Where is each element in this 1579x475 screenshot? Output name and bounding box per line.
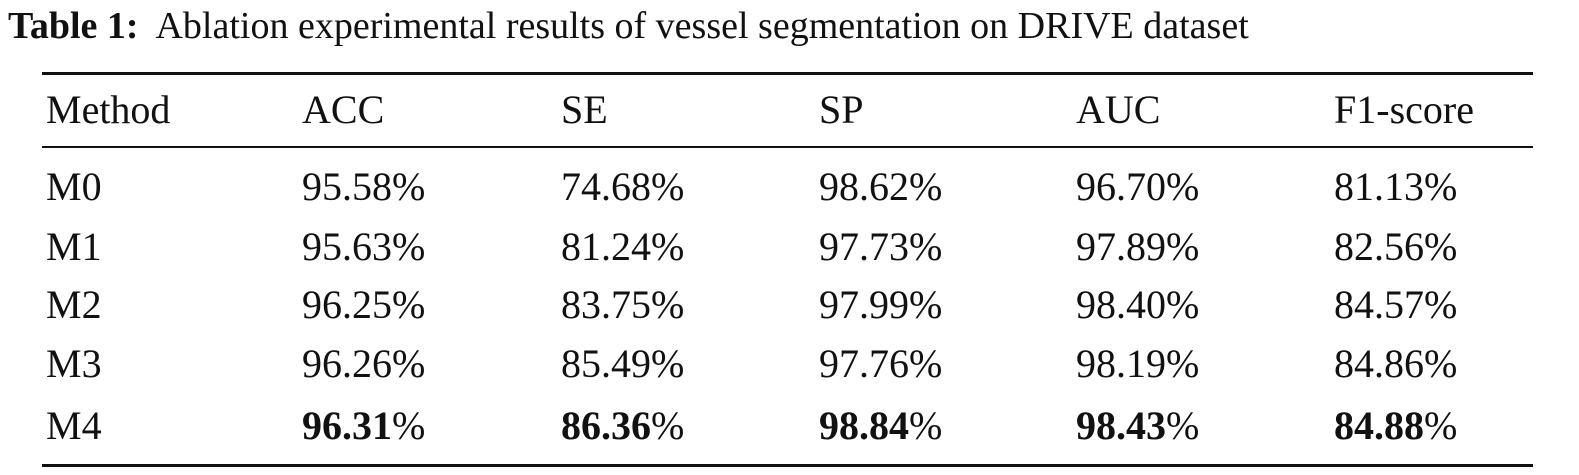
metric-value: 98.84	[819, 403, 909, 448]
percent-unit: %	[1424, 224, 1458, 269]
metric-value: 81.13	[1334, 164, 1424, 209]
percent-unit: %	[1166, 224, 1200, 269]
percent-unit: %	[1166, 164, 1200, 209]
percent-unit: %	[392, 341, 426, 386]
metric-cell: 96.31%	[302, 400, 425, 452]
method-cell: M1	[46, 224, 102, 269]
metric-cell: 96.25%	[302, 279, 425, 331]
percent-unit: %	[1424, 341, 1458, 386]
metric-cell: 97.89%	[1076, 221, 1199, 273]
metric-cell: 95.63%	[302, 221, 425, 273]
metric-value: 97.76	[819, 341, 909, 386]
percent-unit: %	[1424, 403, 1458, 448]
table-row: M4 96.31% 86.36% 98.84% 98.43% 84.88%	[0, 400, 1579, 452]
percent-unit: %	[1424, 282, 1458, 327]
percent-unit: %	[909, 224, 943, 269]
header-rule	[42, 146, 1533, 148]
metric-value: 84.86	[1334, 341, 1424, 386]
header-acc: ACC	[302, 87, 385, 132]
metric-value: 97.89	[1076, 224, 1166, 269]
table-row: M3 96.26% 85.49% 97.76% 98.19% 84.86%	[0, 338, 1579, 390]
header-f1-score: F1-score	[1334, 87, 1474, 132]
method-cell: M2	[46, 282, 102, 327]
metric-value: 95.58	[302, 164, 392, 209]
metric-cell: 98.43%	[1076, 400, 1199, 452]
metric-cell: 97.99%	[819, 279, 942, 331]
table-caption: Table 1: Ablation experimental results o…	[8, 4, 1573, 48]
percent-unit: %	[651, 282, 685, 327]
method-cell: M4	[46, 403, 102, 448]
metric-cell: 96.70%	[1076, 161, 1199, 213]
percent-unit: %	[1166, 403, 1200, 448]
metric-cell: 97.73%	[819, 221, 942, 273]
metric-cell: 81.24%	[561, 221, 684, 273]
percent-unit: %	[651, 403, 685, 448]
percent-unit: %	[909, 403, 943, 448]
caption-label: Table 1:	[8, 5, 139, 47]
percent-unit: %	[1166, 282, 1200, 327]
percent-unit: %	[909, 164, 943, 209]
metric-value: 83.75	[561, 282, 651, 327]
metric-value: 98.40	[1076, 282, 1166, 327]
metric-cell: 74.68%	[561, 161, 684, 213]
percent-unit: %	[651, 341, 685, 386]
metric-cell: 95.58%	[302, 161, 425, 213]
method-cell: M3	[46, 341, 102, 386]
percent-unit: %	[651, 224, 685, 269]
percent-unit: %	[1166, 341, 1200, 386]
percent-unit: %	[392, 164, 426, 209]
header-auc: AUC	[1076, 87, 1161, 132]
metric-cell: 81.13%	[1334, 161, 1457, 213]
metric-value: 95.63	[302, 224, 392, 269]
metric-value: 97.99	[819, 282, 909, 327]
metric-cell: 98.84%	[819, 400, 942, 452]
metric-cell: 84.57%	[1334, 279, 1457, 331]
metric-cell: 97.76%	[819, 338, 942, 390]
metric-cell: 98.62%	[819, 161, 942, 213]
metric-value: 98.62	[819, 164, 909, 209]
method-cell: M0	[46, 164, 102, 209]
percent-unit: %	[909, 282, 943, 327]
metric-cell: 98.19%	[1076, 338, 1199, 390]
percent-unit: %	[909, 341, 943, 386]
metric-cell: 86.36%	[561, 400, 684, 452]
metric-value: 84.57	[1334, 282, 1424, 327]
metric-value: 98.19	[1076, 341, 1166, 386]
metric-value: 96.26	[302, 341, 392, 386]
table-row: M0 95.58% 74.68% 98.62% 96.70% 81.13%	[0, 161, 1579, 213]
header-sp: SP	[819, 87, 864, 132]
percent-unit: %	[651, 164, 685, 209]
header-method: Method	[46, 87, 171, 132]
metric-cell: 84.86%	[1334, 338, 1457, 390]
metric-cell: 85.49%	[561, 338, 684, 390]
metric-cell: 83.75%	[561, 279, 684, 331]
metric-value: 96.25	[302, 282, 392, 327]
metric-value: 82.56	[1334, 224, 1424, 269]
metric-value: 74.68	[561, 164, 651, 209]
metric-value: 96.31	[302, 403, 392, 448]
metric-value: 81.24	[561, 224, 651, 269]
metric-value: 86.36	[561, 403, 651, 448]
percent-unit: %	[392, 224, 426, 269]
metric-value: 98.43	[1076, 403, 1166, 448]
header-row: Method ACC SE SP AUC F1-score	[0, 84, 1579, 136]
metric-value: 85.49	[561, 341, 651, 386]
caption-text: Ablation experimental results of vessel …	[155, 5, 1249, 47]
percent-unit: %	[1424, 164, 1458, 209]
metric-value: 96.70	[1076, 164, 1166, 209]
metric-cell: 82.56%	[1334, 221, 1457, 273]
metric-cell: 96.26%	[302, 338, 425, 390]
top-rule	[42, 72, 1533, 75]
percent-unit: %	[392, 282, 426, 327]
metric-cell: 98.40%	[1076, 279, 1199, 331]
percent-unit: %	[392, 403, 426, 448]
metric-cell: 84.88%	[1334, 400, 1457, 452]
table-row: M2 96.25% 83.75% 97.99% 98.40% 84.57%	[0, 279, 1579, 331]
metric-value: 84.88	[1334, 403, 1424, 448]
table-row: M1 95.63% 81.24% 97.73% 97.89% 82.56%	[0, 221, 1579, 273]
metric-value: 97.73	[819, 224, 909, 269]
header-se: SE	[561, 87, 608, 132]
bottom-rule	[42, 464, 1533, 467]
